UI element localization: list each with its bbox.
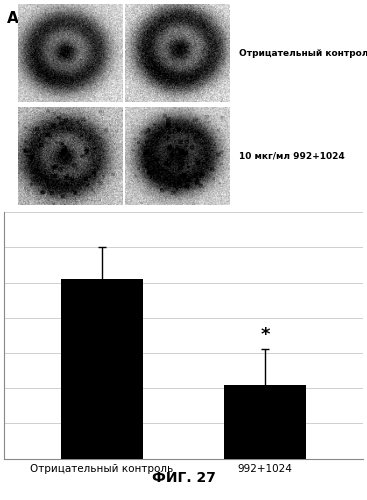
Text: 10 мкг/мл 992+1024: 10 мкг/мл 992+1024 [239, 152, 344, 160]
Bar [224, 384, 306, 458]
Text: Отрицательный контроль: Отрицательный контроль [239, 48, 367, 58]
Bar [61, 279, 143, 458]
Text: ФИГ. 27: ФИГ. 27 [152, 471, 215, 485]
Text: *: * [261, 326, 270, 344]
Text: A: A [7, 11, 19, 26]
